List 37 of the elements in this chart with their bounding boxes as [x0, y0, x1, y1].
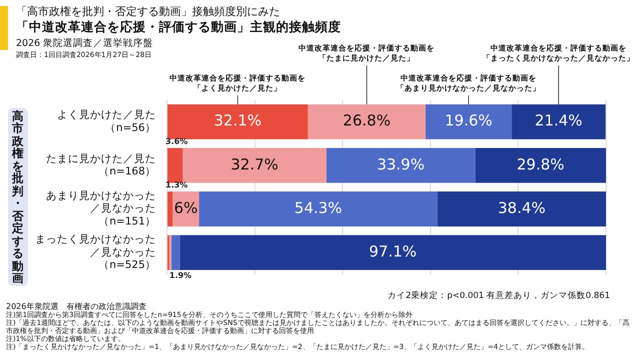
data-label: 32.1%	[214, 112, 262, 130]
data-label: 26.8%	[342, 112, 391, 130]
data-label: 33.9%	[376, 155, 425, 174]
data-label: 1.9%	[169, 271, 192, 280]
y-tick-label: よく見かけた／見た（n=56）	[57, 109, 156, 134]
data-label: 29.8%	[516, 155, 564, 174]
text: カイ2乗検定：p<0.001 有意差あり，ガンマ係数0.861	[388, 290, 610, 302]
bar	[308, 104, 426, 140]
data-label: 6%	[174, 198, 198, 217]
bar	[168, 192, 173, 226]
text: 2026 衆院選調査／選挙戦序盤	[16, 37, 154, 50]
data-label: 1.3%	[166, 180, 188, 190]
data-label: 3.6%	[166, 137, 188, 146]
bar	[512, 104, 606, 140]
y-tick-label: まったく見かけなかった／見なかった（n=525）	[35, 234, 156, 271]
data-label: 32.7%	[230, 155, 278, 174]
bar	[168, 104, 308, 140]
data-label: 38.4%	[498, 198, 546, 217]
data-label: 21.4%	[534, 112, 582, 130]
chart-subtitle: 「中道改革連合を応援・評価する動画」主観的接触頻度	[16, 19, 341, 36]
bar	[475, 148, 606, 183]
text: 高市政権を批判・否定する動画	[12, 108, 24, 285]
data-label: 19.6%	[444, 112, 492, 130]
text: 2026年衆院選 有権者の政治意識調査	[6, 302, 148, 311]
bar	[171, 235, 180, 270]
bar	[437, 192, 606, 226]
bar	[326, 148, 476, 183]
bar	[168, 148, 183, 183]
data-label: 97.1%	[369, 242, 417, 260]
chart-title: 「高市政権を批判・否定する動画」接触頻度別にみた	[16, 4, 280, 19]
bar	[180, 235, 606, 270]
bar	[182, 148, 326, 183]
bar	[199, 192, 438, 226]
bar	[426, 104, 512, 140]
data-label: 54.3%	[294, 198, 342, 217]
y-tick-label: あまり見かけなかった／見なかった（n=151）	[46, 190, 156, 228]
y-tick-label: たまに見かけた／見た（n=168）	[46, 152, 156, 178]
